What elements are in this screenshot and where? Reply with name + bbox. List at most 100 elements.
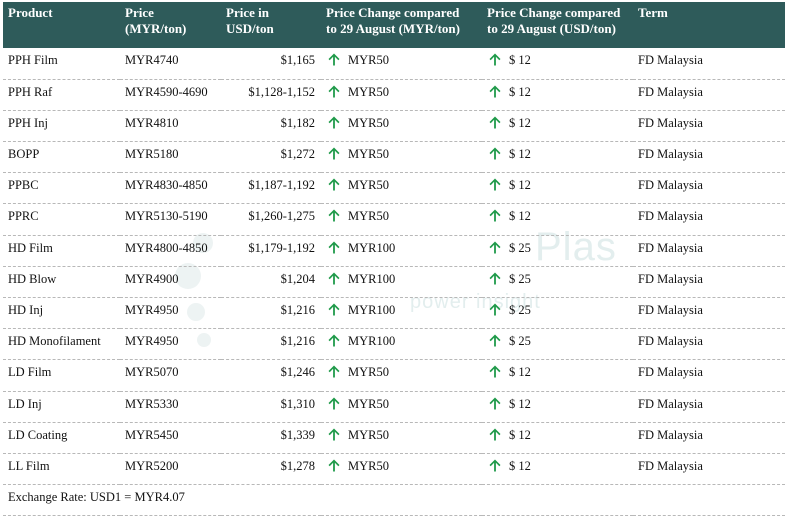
change-usd-cell: $ 25 (482, 297, 633, 330)
price-cell: MYR5200 (120, 453, 221, 486)
price-usd-cell-text: $1,128-1,152 (248, 84, 315, 99)
product-cell-text: HD Blow (8, 271, 57, 286)
change-myr-cell-text: MYR100 (348, 334, 396, 349)
arrow-up-icon (489, 428, 501, 441)
change-myr-cell: MYR50 (321, 422, 482, 454)
table-row: HD Blow MYR4900 $1,204 MYR100 $ 25 FD Malaysi… (3, 266, 785, 299)
arrow-up-icon (489, 303, 501, 316)
header-row: Product Price (MYR/ton) Price in USD/ton P… (3, 2, 785, 48)
term-cell: FD Malaysia (633, 110, 785, 143)
price-cell-text: MYR5180 (125, 147, 179, 162)
change-usd-cell-text: $ 12 (509, 84, 531, 99)
change-myr-cell-text: MYR50 (348, 458, 389, 473)
price-usd-cell-text: $1,310 (280, 396, 315, 411)
price-cell-text: MYR5450 (125, 427, 179, 442)
price-usd-cell: $1,310 (221, 391, 321, 423)
arrow-up-icon (489, 334, 501, 347)
change-myr-cell: MYR50 (321, 141, 482, 174)
table-row: LD Coating MYR5450 $1,339 MYR50 $ 12 FD Malay… (3, 422, 785, 454)
term-cell: FD Malaysia (633, 266, 785, 299)
header-change-usd: Price Change compared to 29 August (USD/t… (487, 5, 621, 36)
arrow-up-icon (489, 209, 501, 222)
price-usd-cell: $1,272 (221, 141, 321, 174)
product-cell: PPH Film (3, 48, 120, 80)
price-cell-text: MYR4830-4850 (125, 178, 208, 193)
change-usd-cell-text: $ 12 (509, 396, 531, 411)
term-cell-text: FD Malaysia (638, 365, 703, 380)
change-myr-cell: MYR100 (321, 235, 482, 267)
product-cell-text: PPH Film (8, 53, 58, 67)
change-myr-cell-text: MYR50 (348, 365, 389, 380)
product-cell: LD Film (3, 359, 120, 392)
arrow-up-icon (489, 53, 501, 66)
price-cell-text: MYR4950 (125, 334, 179, 349)
price-cell-text: MYR5200 (125, 458, 179, 473)
price-cell: MYR5130-5190 (120, 203, 221, 236)
product-cell-text: HD Monofilament (8, 334, 101, 349)
arrow-up-icon (328, 365, 340, 378)
arrow-up-icon (328, 116, 340, 129)
arrow-up-icon (328, 272, 340, 285)
arrow-up-icon (328, 241, 340, 254)
product-cell-text: LD Inj (8, 396, 42, 411)
change-usd-cell-text: $ 12 (509, 209, 531, 224)
term-cell: FD Malaysia (633, 141, 785, 174)
product-cell: PPH Inj (3, 110, 120, 143)
price-cell: MYR4950 (120, 328, 221, 361)
change-usd-cell: $ 12 (482, 172, 633, 205)
change-myr-cell-text: MYR50 (348, 115, 389, 130)
term-cell-text: FD Malaysia (638, 396, 703, 411)
change-myr-cell: MYR100 (321, 266, 482, 299)
product-cell: PPH Raf (3, 79, 120, 111)
header-term: Term (638, 5, 668, 20)
price-cell: MYR5330 (120, 391, 221, 423)
table-row: PPH Raf MYR4590-4690 $1,128-1,152 MYR50 $ 12… (3, 79, 785, 111)
price-cell-text: MYR5070 (125, 365, 179, 380)
product-cell: HD Monofilament (3, 328, 120, 361)
price-usd-cell-text: $1,165 (280, 53, 315, 67)
term-cell: FD Malaysia (633, 203, 785, 236)
term-cell: FD Malaysia (633, 453, 785, 486)
price-usd-cell: $1,278 (221, 453, 321, 486)
arrow-up-icon (489, 147, 501, 160)
table-row: PPBC MYR4830-4850 $1,187-1,192 MYR50 $ 12 FD … (3, 172, 785, 205)
change-usd-cell: $ 12 (482, 141, 633, 174)
change-usd-cell: $ 12 (482, 110, 633, 143)
change-myr-cell-text: MYR100 (348, 271, 396, 286)
product-cell-text: BOPP (8, 147, 40, 162)
change-usd-cell: $ 12 (482, 79, 633, 111)
product-cell-text: PPBC (8, 178, 39, 193)
change-usd-cell: $ 12 (482, 391, 633, 423)
arrow-up-icon (328, 397, 340, 410)
change-usd-cell-text: $ 12 (509, 365, 531, 380)
price-cell: MYR4810 (120, 110, 221, 143)
change-usd-cell-text: $ 12 (509, 53, 531, 67)
table-row: BOPP MYR5180 $1,272 MYR50 $ 12 FD Malaysia (3, 141, 785, 174)
change-usd-cell-text: $ 25 (509, 271, 531, 286)
price-cell: MYR4950 (120, 297, 221, 330)
change-usd-cell-text: $ 12 (509, 458, 531, 473)
change-usd-cell-text: $ 12 (509, 147, 531, 162)
price-cell: MYR4740 (120, 48, 221, 80)
price-usd-cell: $1,179-1,192 (221, 235, 321, 267)
arrow-up-icon (489, 241, 501, 254)
arrow-up-icon (328, 209, 340, 222)
table-row: PPH Film MYR4740 $1,165 MYR50 $ 12 FD Malaysi… (3, 48, 785, 80)
product-cell-text: LD Coating (8, 427, 68, 442)
arrow-up-icon (489, 397, 501, 410)
change-usd-cell: $ 12 (482, 203, 633, 236)
change-myr-cell-text: MYR100 (348, 240, 396, 255)
arrow-up-icon (328, 178, 340, 191)
price-cell: MYR5070 (120, 359, 221, 392)
term-cell: FD Malaysia (633, 391, 785, 423)
price-usd-cell: $1,246 (221, 359, 321, 392)
term-cell: FD Malaysia (633, 48, 785, 80)
change-myr-cell-text: MYR50 (348, 147, 389, 162)
product-cell-text: HD Inj (8, 303, 44, 317)
change-myr-cell-text: MYR100 (348, 303, 396, 317)
product-cell: LD Inj (3, 391, 120, 423)
arrow-up-icon (328, 303, 340, 316)
term-cell: FD Malaysia (633, 328, 785, 361)
change-myr-cell-text: MYR50 (348, 209, 389, 224)
product-cell: LL Film (3, 453, 120, 486)
